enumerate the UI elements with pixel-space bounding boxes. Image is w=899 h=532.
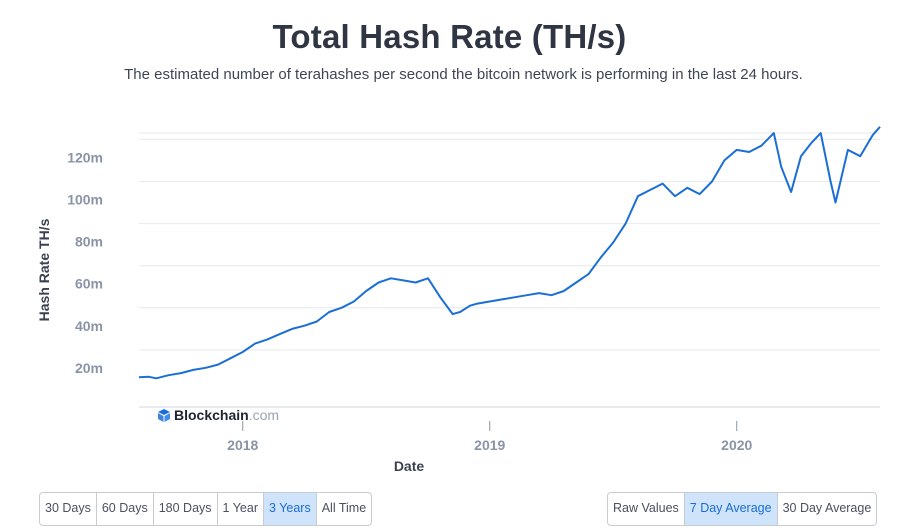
- brand-name: Blockchain: [174, 407, 249, 423]
- average-selector: Raw Values 7 Day Average 30 Day Average: [607, 492, 878, 526]
- x-tick-label: 2019: [474, 437, 505, 453]
- blockchain-logo-icon: [158, 409, 170, 422]
- y-tick-label: 120m: [67, 149, 103, 165]
- range-button-3-years[interactable]: 3 Years: [264, 493, 317, 525]
- hash-rate-chart: 20m 40m 60m 80m 100m 120m 2018 2019 2020 Hash R…: [36, 126, 881, 474]
- hash-rate-series-line: [138, 126, 881, 380]
- y-tick-label: 100m: [67, 192, 103, 208]
- time-range-selector: 30 Days 60 Days 180 Days 1 Year 3 Years All T…: [39, 492, 373, 526]
- y-axis-label: Hash Rate TH/s: [36, 218, 52, 321]
- y-tick-labels: 20m 40m 60m 80m 100m 120m: [67, 149, 103, 376]
- average-button-7-day-average[interactable]: 7 Day Average: [684, 493, 778, 525]
- grid-lines: [139, 132, 880, 408]
- svg-text:Blockchain.com: Blockchain.com: [174, 407, 279, 423]
- brand-suffix: .com: [249, 407, 279, 423]
- x-tick-label: 2020: [721, 437, 752, 453]
- average-button-raw-values[interactable]: Raw Values: [608, 493, 685, 525]
- range-button-180-days[interactable]: 180 Days: [154, 493, 218, 525]
- y-tick-label: 20m: [75, 360, 103, 376]
- chart-title: Total Hash Rate (TH/s): [272, 18, 627, 55]
- range-button-1-year[interactable]: 1 Year: [218, 493, 264, 525]
- average-button-30-day-average[interactable]: 30 Day Average: [782, 501, 872, 515]
- range-button-all-time[interactable]: All Time: [321, 501, 367, 515]
- range-button-30-days[interactable]: 30 Days: [40, 493, 97, 525]
- x-tick-label: 2018: [227, 437, 258, 453]
- range-button-60-days[interactable]: 60 Days: [97, 493, 154, 525]
- x-tick-labels: 2018 2019 2020: [227, 421, 753, 453]
- y-tick-label: 60m: [75, 276, 103, 292]
- y-tick-label: 40m: [75, 318, 103, 334]
- y-tick-label: 80m: [75, 234, 103, 250]
- x-axis-label: Date: [394, 458, 425, 474]
- blockchain-logo: Blockchain.com: [158, 407, 279, 423]
- chart-subtitle: The estimated number of terahashes per s…: [124, 66, 803, 83]
